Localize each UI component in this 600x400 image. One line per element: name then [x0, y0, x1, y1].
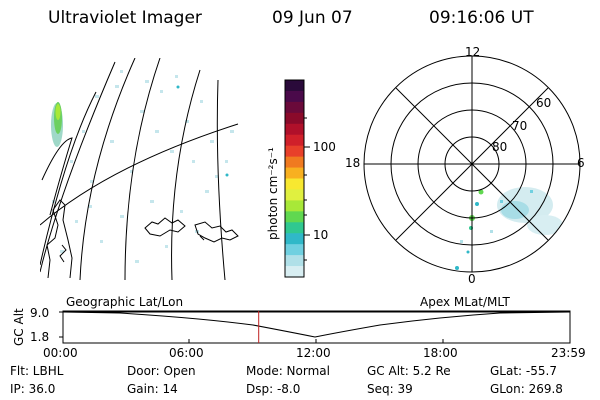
- colorbar-unit-label: photon cm⁻²s⁻¹: [266, 147, 280, 240]
- colorbar-segment: [285, 200, 304, 212]
- colorbar-segment: [285, 211, 304, 223]
- colorbar-segment: [285, 145, 304, 158]
- timeline-xtick-0600: 06:00: [169, 346, 204, 360]
- colorbar-segment: [285, 123, 304, 136]
- colorbar-segment: [285, 156, 304, 169]
- polar-mlt-0: 0: [468, 272, 476, 286]
- polar-lat-80: 80: [492, 140, 508, 154]
- gc-alt-curve: [62, 311, 571, 338]
- colorbar-segment: [285, 112, 304, 125]
- footer-dsp: Dsp: -8.0: [246, 382, 301, 396]
- footer-ip: IP: 36.0: [10, 382, 56, 396]
- date-label: 09 Jun 07: [272, 8, 353, 28]
- footer-gain: Gain: 14: [127, 382, 178, 396]
- timeline-plot: [59, 310, 571, 344]
- polar-lat-60: 60: [536, 96, 552, 110]
- polar-mlt-18: 18: [345, 156, 361, 170]
- polar-mlt-6: 6: [577, 156, 585, 170]
- timeline-ytick-1-8: 1.8: [30, 330, 50, 344]
- bright-emission-region: [51, 85, 229, 177]
- colorbar-segment: [285, 244, 304, 256]
- footer-gc-alt: GC Alt: 5.2 Re: [367, 364, 451, 378]
- timeline-xtick-1200: 12:00: [296, 346, 331, 360]
- colorbar-segment: [285, 167, 304, 180]
- footer-glon: GLon: 269.8: [490, 382, 563, 396]
- geographic-image-panel: [40, 58, 239, 280]
- timeline-right-label: Apex MLat/MLT: [420, 295, 510, 309]
- footer-seq: Seq: 39: [367, 382, 413, 396]
- footer-glat: GLat: -55.7: [490, 364, 557, 378]
- timeline-axis-title: GC Alt: [12, 308, 26, 346]
- colorbar-segment: [285, 255, 304, 267]
- timeline-left-label: Geographic Lat/Lon: [66, 295, 184, 309]
- colorbar-segment: [285, 178, 304, 191]
- colorbar-segment: [285, 101, 304, 114]
- footer-filter: Flt: LBHL: [10, 364, 64, 378]
- colorbar-segment: [285, 90, 304, 103]
- footer-mode: Mode: Normal: [246, 364, 330, 378]
- polar-emission: [455, 187, 563, 270]
- colorbar-ticks: [304, 117, 310, 261]
- polar-grid: [363, 55, 581, 273]
- colorbar-tick-10: 10: [313, 228, 329, 242]
- footer-door: Door: Open: [127, 364, 196, 378]
- colorbar-segment: [285, 222, 304, 234]
- time-label: 09:16:06 UT: [429, 8, 534, 28]
- timeline-xtick-0000: 00:00: [43, 346, 78, 360]
- geo-grid: [40, 58, 239, 280]
- instrument-title: Ultraviolet Imager: [48, 8, 202, 28]
- timeline-ticks: [59, 311, 571, 343]
- colorbar-tick-100: 100: [313, 140, 336, 154]
- auroral-emission-speckle: [52, 70, 234, 263]
- colorbar-segment: [285, 134, 304, 147]
- polar-plot: [363, 55, 581, 273]
- colorbar-segment: [285, 189, 304, 201]
- polar-mlt-12: 12: [465, 45, 481, 59]
- colorbar-segment: [285, 233, 304, 245]
- timeline-xtick-1800: 18:00: [423, 346, 458, 360]
- colorbar: [285, 80, 304, 278]
- coastline: [46, 199, 239, 279]
- timeline-ytick-9: 9.0: [30, 306, 50, 320]
- polar-lat-70: 70: [512, 119, 528, 133]
- timeline-xtick-2359: 23:59: [551, 346, 586, 360]
- colorbar-segment: [285, 80, 304, 92]
- colorbar-segment: [285, 266, 304, 278]
